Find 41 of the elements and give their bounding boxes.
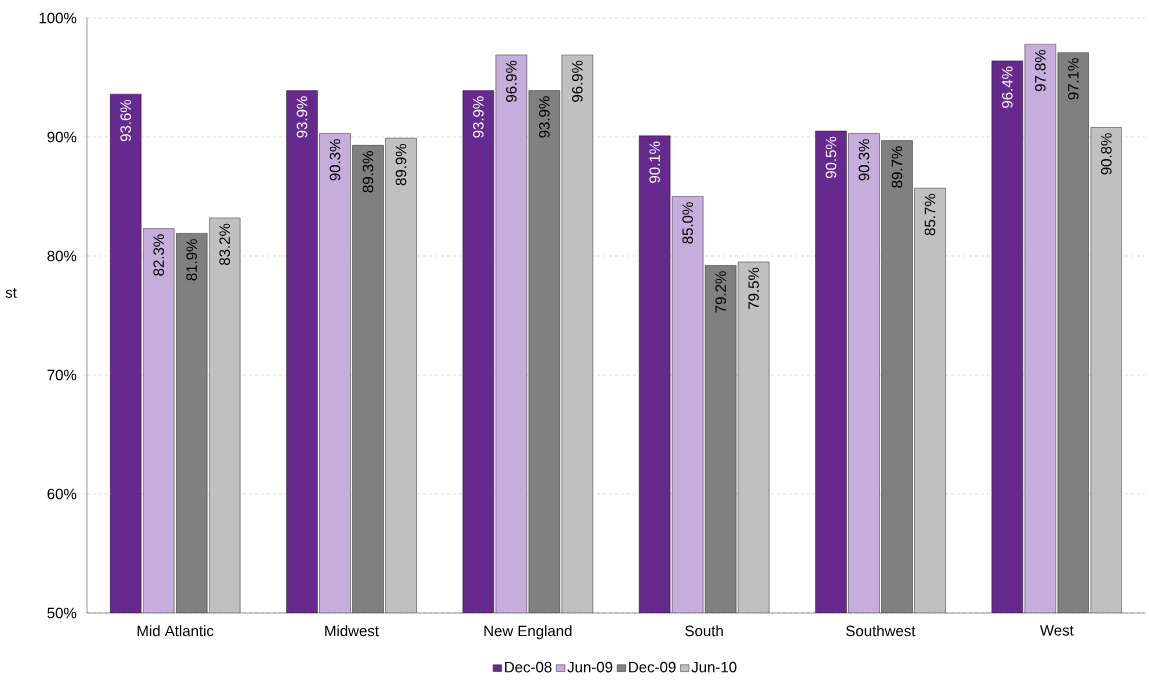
data-label: 90.3% xyxy=(858,139,870,181)
data-label: 96.9% xyxy=(572,60,583,102)
y-axis-title: st xyxy=(5,288,17,298)
legend-label: Jun-09 xyxy=(567,661,613,673)
data-label: 90.5% xyxy=(825,136,837,179)
data-label: 90.8% xyxy=(1101,133,1112,175)
data-label: 83.2% xyxy=(219,223,230,265)
data-label: 93.9% xyxy=(539,96,550,138)
x-tick-label: Mid Atlantic xyxy=(137,625,214,637)
data-label: 97.1% xyxy=(1068,58,1079,100)
data-label: 97.8% xyxy=(1035,49,1046,92)
y-tick-label: 90% xyxy=(47,131,77,143)
y-tick-label: 50% xyxy=(47,607,77,619)
data-label: 90.3% xyxy=(329,139,341,181)
data-label: 89.3% xyxy=(362,151,374,193)
data-label: 79.2% xyxy=(715,271,726,313)
legend-label: Jun-10 xyxy=(691,661,737,673)
data-label: 81.9% xyxy=(186,239,197,281)
y-tick-label: 70% xyxy=(47,369,77,381)
y-tick-label: 80% xyxy=(47,250,77,262)
data-label: 96.9% xyxy=(506,60,517,102)
data-label: 93.6% xyxy=(120,99,131,142)
data-label: 93.9% xyxy=(473,96,484,138)
x-tick-label: New England xyxy=(484,625,572,640)
data-label: 79.5% xyxy=(748,267,759,309)
data-label: 89.7% xyxy=(891,146,903,188)
data-label: 82.3% xyxy=(153,234,164,276)
data-label: 85.0% xyxy=(682,202,693,244)
legend-label: Dec-08 xyxy=(505,661,552,673)
data-label: 96.4% xyxy=(1002,66,1013,108)
x-tick-label: Southwest xyxy=(846,625,916,637)
data-label: 90.1% xyxy=(649,141,660,183)
y-tick-label: 100% xyxy=(39,12,77,24)
x-tick-label: Midwest xyxy=(325,625,379,637)
data-label: 85.7% xyxy=(924,193,936,236)
data-label: 89.9% xyxy=(395,143,407,186)
data-label: 93.9% xyxy=(296,96,308,138)
legend-label: Dec-09 xyxy=(629,661,676,673)
y-tick-label: 60% xyxy=(47,488,77,500)
x-tick-label: South xyxy=(685,625,723,637)
x-tick-label: West xyxy=(1039,625,1074,636)
